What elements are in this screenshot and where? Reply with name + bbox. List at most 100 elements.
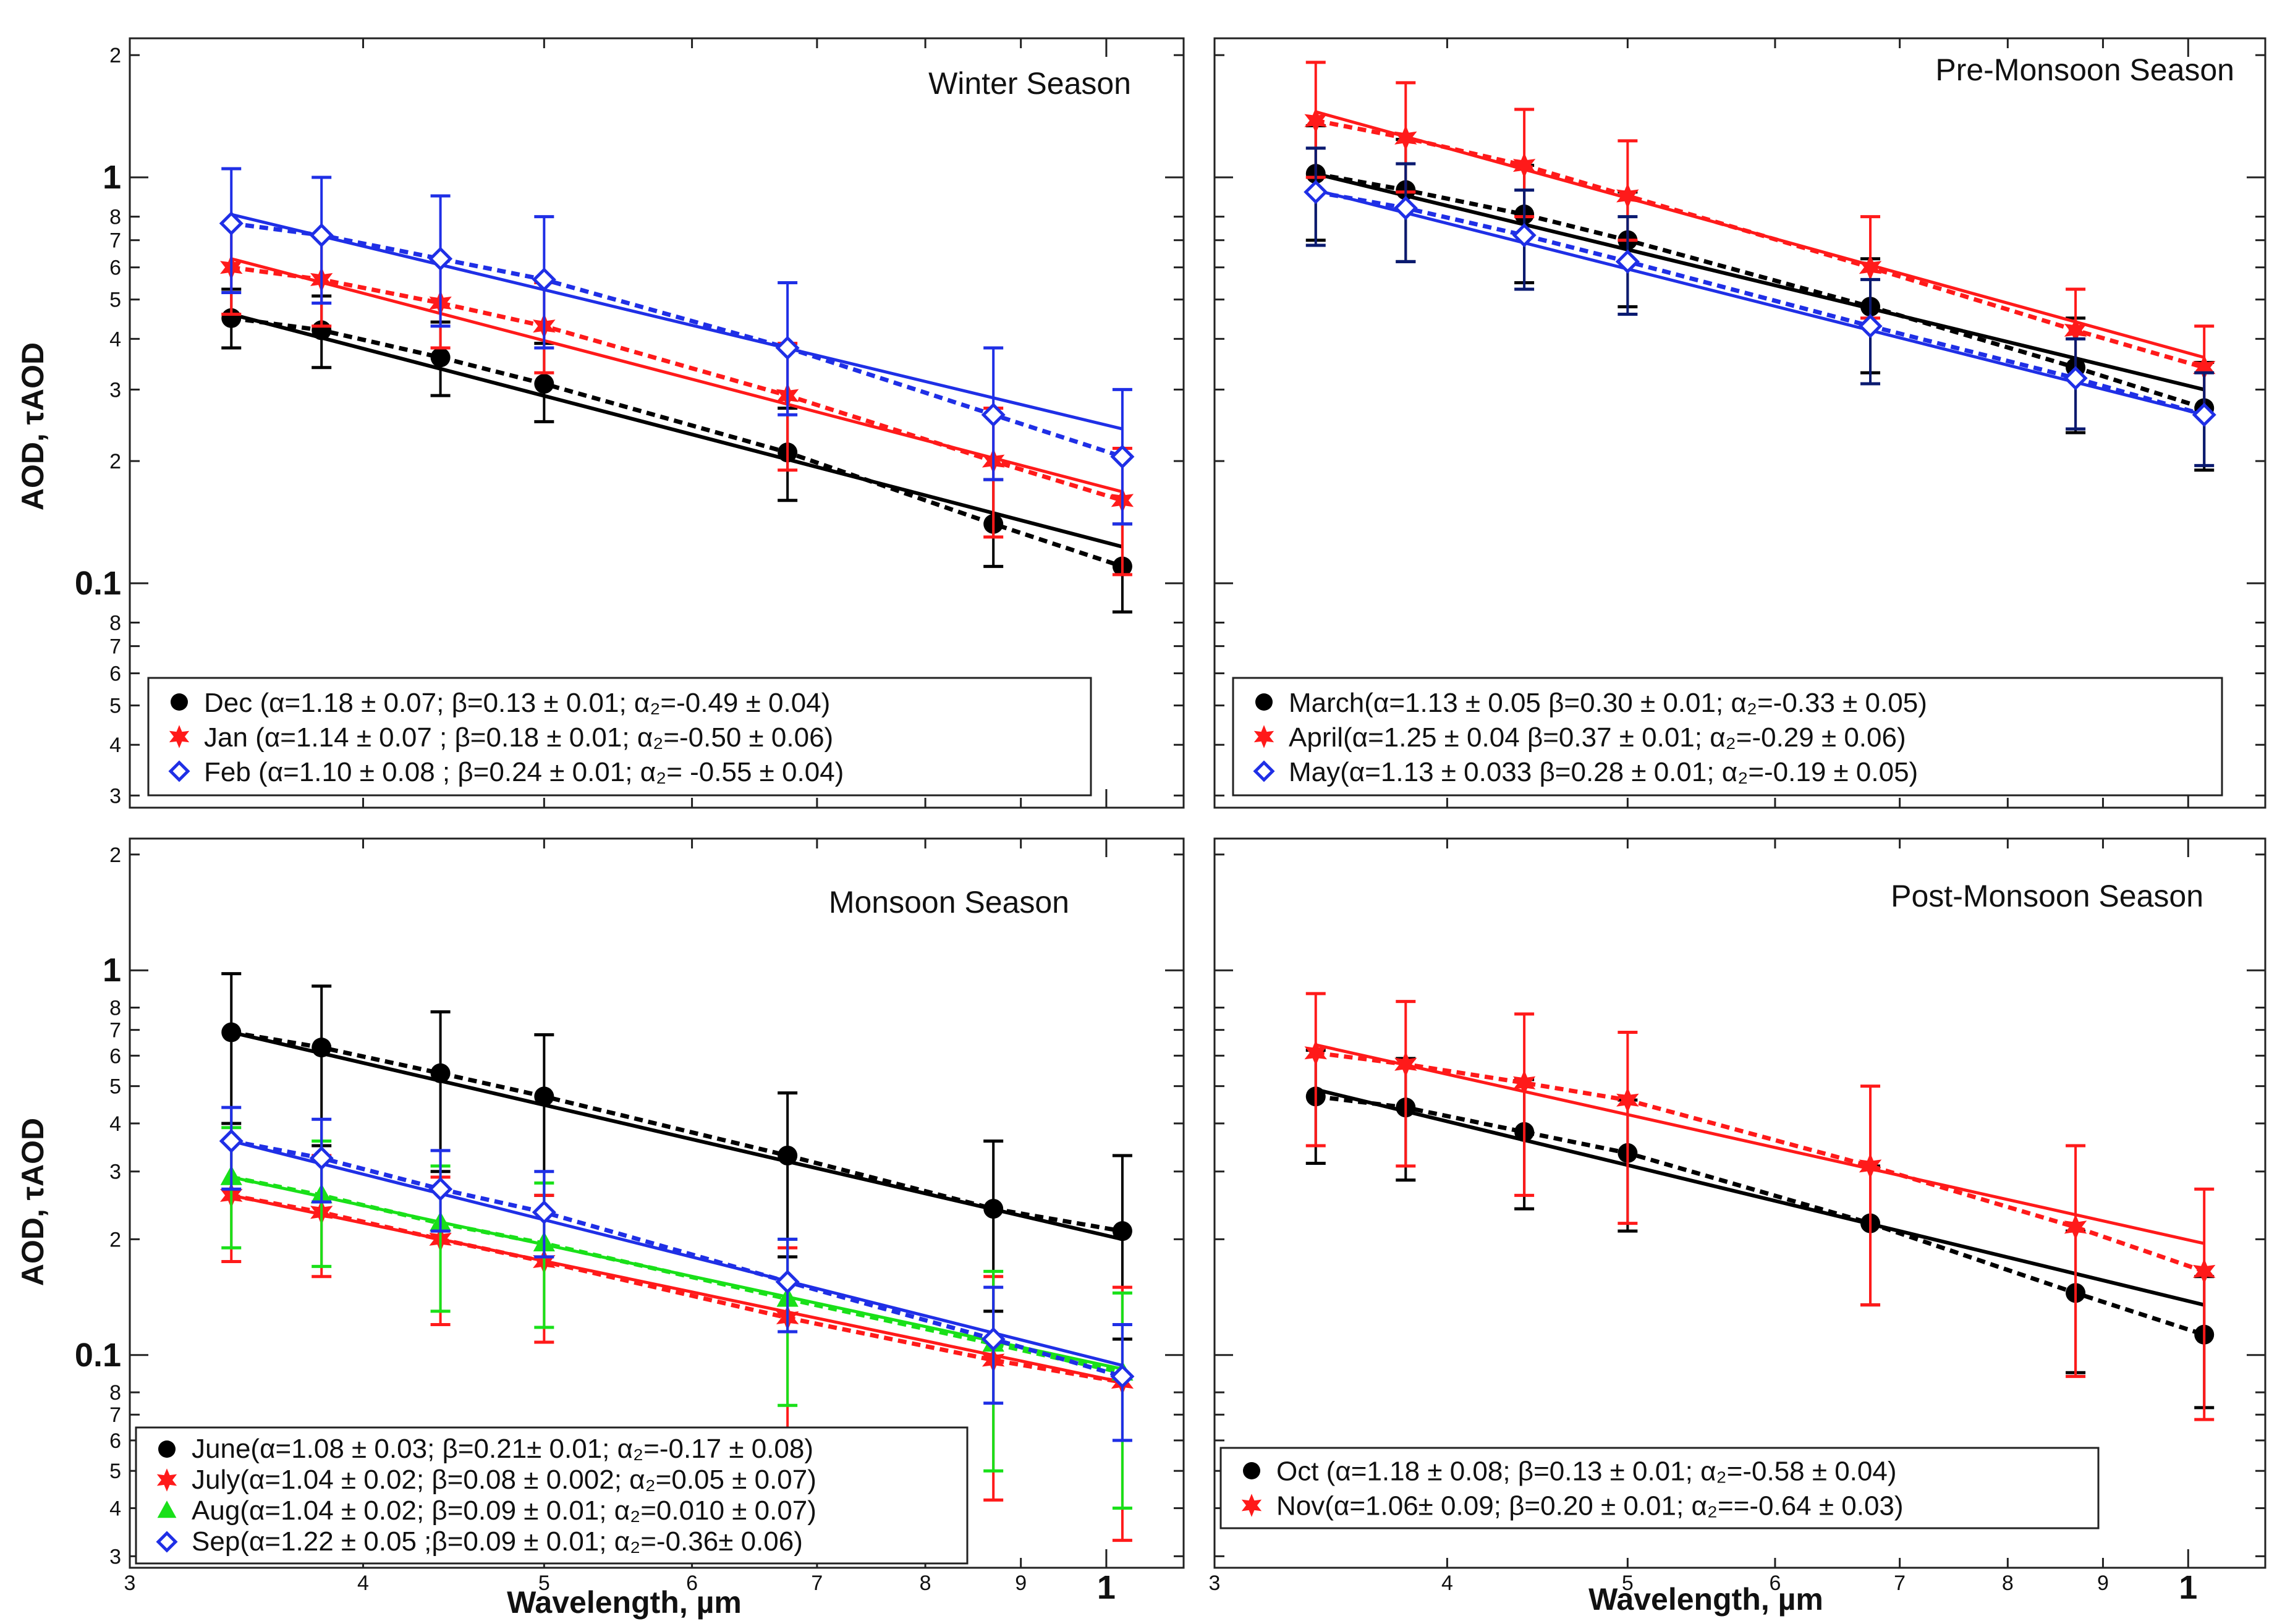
x-tick-label: 4	[357, 1571, 369, 1595]
series-nov	[1304, 992, 2216, 1421]
marker-diamond	[309, 1146, 334, 1170]
series-line	[1315, 1051, 2205, 1274]
marker-diamond	[775, 1269, 800, 1294]
marker-star	[1616, 182, 1639, 209]
legend: March(α=1.13 ± 0.05 β=0.30 ± 0.01; α₂=-0…	[1232, 677, 2223, 797]
marker-star	[1253, 725, 1274, 748]
marker-circle	[534, 374, 554, 394]
marker-diamond	[1110, 444, 1135, 469]
y-tick-label: 2	[109, 844, 121, 867]
y-tick-label: 0.1	[75, 1337, 121, 1374]
legend-box	[147, 677, 1092, 797]
marker-diamond	[775, 336, 800, 360]
x-tick-label: 5	[538, 1571, 550, 1595]
y-tick-label: 7	[109, 1019, 121, 1042]
y-tick-label: 8	[109, 206, 121, 229]
marker-circle	[983, 1199, 1004, 1219]
y-tick-label: 4	[109, 734, 121, 757]
y-tick-label: 3	[109, 784, 121, 808]
marker-star	[1616, 1087, 1639, 1114]
marker-star	[1304, 1039, 1327, 1066]
y-tick-label: 6	[109, 256, 121, 280]
marker-circle	[534, 1086, 554, 1107]
y-tick-label: 4	[109, 1112, 121, 1136]
fit-line	[231, 312, 1123, 549]
marker-diamond	[2063, 366, 2088, 391]
y-tick-label: 5	[109, 289, 121, 312]
marker-star	[156, 1468, 177, 1492]
x-tick-label: 8	[920, 1571, 931, 1595]
y-tick-label: 2	[109, 450, 121, 473]
panel-title: Winter Season	[928, 66, 1131, 101]
marker-diamond	[532, 267, 556, 292]
series-june	[221, 972, 1132, 1341]
x-tick-label: 3	[124, 1571, 136, 1595]
marker-diamond	[1858, 314, 1883, 339]
legend: June(α=1.08 ± 0.03; β=0.21± 0.01; α₂=-0.…	[135, 1426, 969, 1565]
legend-box	[1232, 677, 2223, 797]
marker-star	[2193, 1258, 2216, 1285]
legend-entry-sep: Sep(α=1.22 ± 0.05 ;β=0.09 ± 0.01; α₂=-0.…	[192, 1526, 803, 1557]
marker-star	[1241, 1494, 1262, 1517]
series-feb	[219, 167, 1135, 526]
panel-3: 3 4 5 6 7 8 9 1 Post-Monsoon Season Oct (α=1.18 ±…	[1209, 837, 2266, 1606]
marker-diamond	[1512, 223, 1537, 248]
y-tick-label: 2	[109, 1228, 121, 1251]
x-tick-label: 6	[1769, 1571, 1781, 1595]
marker-diamond	[1110, 1364, 1135, 1389]
x-axis-label: Wavelength, µm	[1588, 1582, 1823, 1617]
series-dec	[221, 287, 1132, 614]
x-tick-label: 6	[686, 1571, 698, 1595]
marker-diamond	[1253, 760, 1275, 782]
legend-entry-nov: Nov(α=1.06± 0.09; β=0.20 ± 0.01; α₂==-0.…	[1276, 1491, 1904, 1521]
y-axis-label: AOD, τAOD	[15, 342, 50, 510]
fit-line	[1315, 188, 2205, 417]
x-tick-label: 7	[811, 1571, 823, 1595]
legend-entry-oct: Oct (α=1.18 ± 0.08; β=0.13 ± 0.01; α₂=-0…	[1276, 1456, 1897, 1486]
y-tick-label: 5	[109, 1075, 121, 1099]
panel-title: Monsoon Season	[829, 885, 1069, 920]
panel-title: Pre-Monsoon Season	[1935, 53, 2234, 87]
plot-frame	[129, 37, 1185, 809]
series-sep	[219, 1106, 1135, 1442]
x-tick-label: 7	[1894, 1571, 1906, 1595]
y-tick-label: 7	[109, 229, 121, 253]
y-tick-label: 8	[109, 611, 121, 635]
marker-circle	[221, 1022, 242, 1042]
fit-line	[1315, 1043, 2205, 1245]
plot-frame	[1213, 37, 2266, 809]
y-tick-label: 7	[109, 1403, 121, 1427]
marker-triangle	[157, 1500, 177, 1518]
marker-diamond	[219, 211, 244, 236]
legend: Dec (α=1.18 ± 0.07; β=0.13 ± 0.01; α₂=-0…	[147, 677, 1092, 797]
x-tick-label: 5	[1622, 1571, 1634, 1595]
legend-entry-jan: Jan (α=1.14 ± 0.07 ; β=0.18 ± 0.01; α₂=-…	[204, 722, 833, 753]
x-tick-label: 3	[1209, 1571, 1221, 1595]
marker-circle	[1243, 1462, 1260, 1479]
marker-diamond	[1304, 180, 1328, 205]
marker-diamond	[156, 1531, 178, 1553]
fit-line	[231, 1193, 1123, 1384]
marker-circle	[1112, 1221, 1132, 1241]
legend-entry-april: April(α=1.25 ± 0.04 β=0.37 ± 0.01; α₂=-0…	[1289, 722, 1906, 753]
marker-circle	[430, 347, 451, 368]
legend: Oct (α=1.18 ± 0.08; β=0.13 ± 0.01; α₂=-0…	[1219, 1447, 2100, 1529]
marker-star	[169, 725, 190, 748]
x-tick-label: 8	[2002, 1571, 2014, 1595]
fit-line	[1315, 172, 2205, 392]
marker-star	[1859, 1152, 1882, 1179]
marker-star	[1304, 108, 1327, 134]
marker-diamond	[2192, 402, 2216, 427]
y-tick-label: 5	[109, 695, 121, 718]
fit-line	[231, 257, 1123, 494]
marker-diamond	[219, 1128, 244, 1153]
marker-diamond	[532, 1200, 556, 1225]
legend-entry-march: March(α=1.13 ± 0.05 β=0.30 ± 0.01; α₂=-0…	[1289, 688, 1927, 718]
x-tick-label: 4	[1441, 1571, 1453, 1595]
y-tick-label: 8	[109, 997, 121, 1020]
y-tick-label: 2	[109, 44, 121, 67]
series-may	[1304, 146, 2216, 467]
y-tick-label: 0.1	[75, 565, 121, 602]
